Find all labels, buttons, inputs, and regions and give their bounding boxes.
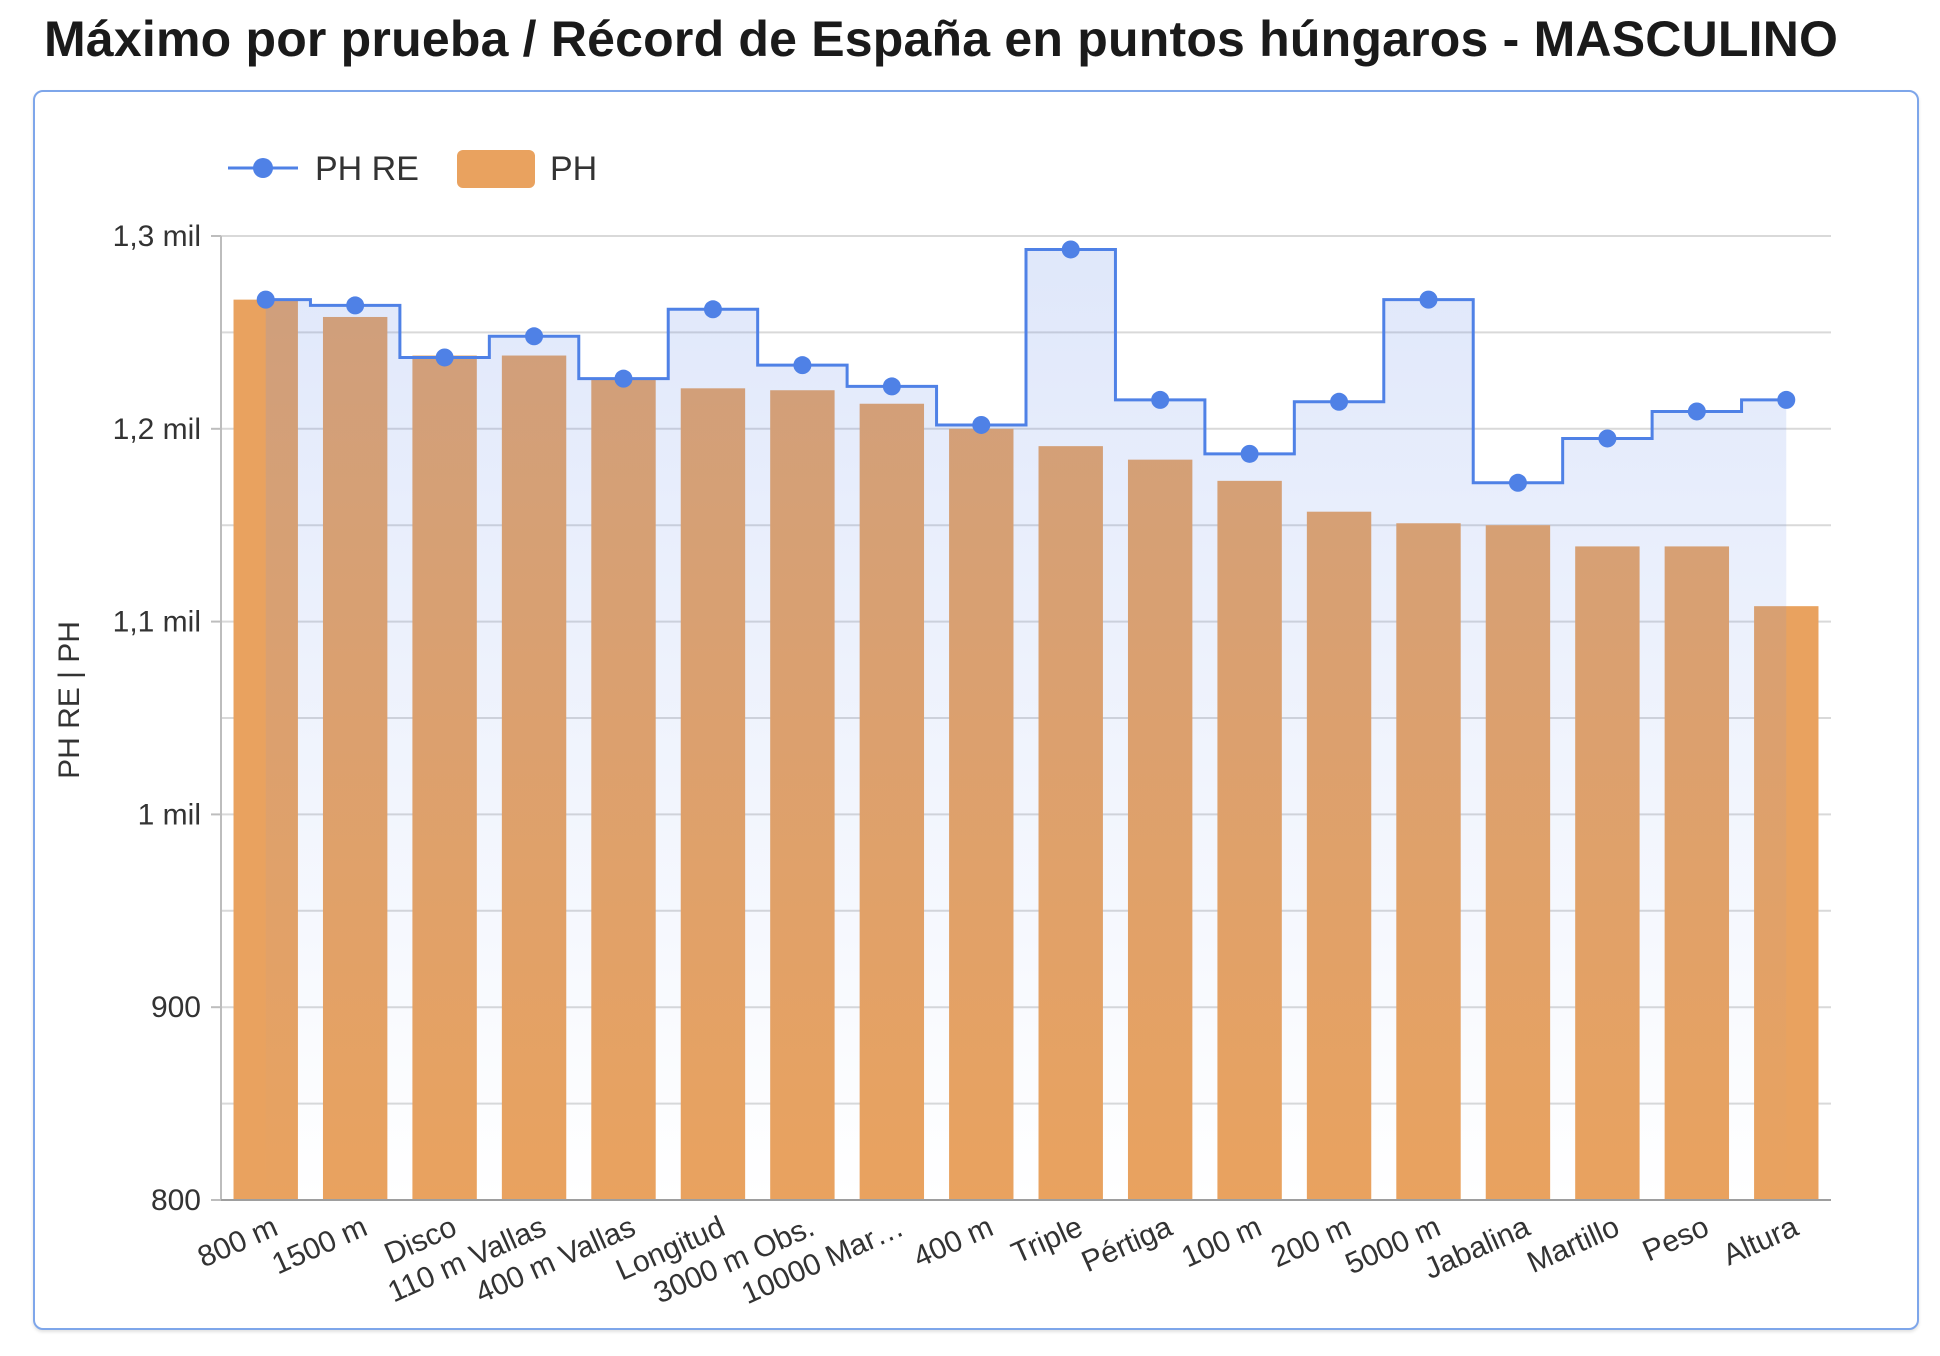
point-ph-re bbox=[1151, 390, 1170, 409]
point-ph-re bbox=[1330, 392, 1349, 411]
point-ph-re bbox=[1419, 290, 1438, 309]
line-ph-re bbox=[265, 247, 1787, 485]
legend-label-ph: PH bbox=[550, 150, 597, 188]
point-ph-re bbox=[525, 327, 544, 346]
legend-swatch-ph bbox=[457, 150, 535, 188]
x-tick-label: Altura bbox=[1718, 1210, 1803, 1272]
chart: 800 900 1 mil 1,1 mil 1,2 mil 1,3 mil 800 m150… bbox=[53, 150, 1831, 1311]
legend: PH RE PH bbox=[228, 150, 597, 188]
point-ph-re bbox=[256, 290, 275, 309]
x-tick-label: Martillo bbox=[1522, 1210, 1624, 1279]
point-ph-re bbox=[435, 348, 454, 367]
point-ph-re bbox=[1687, 402, 1706, 421]
y-tick-label: 1,2 mil bbox=[113, 413, 201, 446]
x-tick-label: 400 m bbox=[909, 1210, 999, 1274]
point-ph-re bbox=[1240, 444, 1259, 463]
y-tick-label: 1 mil bbox=[138, 798, 201, 831]
x-tick-label: 100 m bbox=[1177, 1210, 1267, 1274]
point-ph-re bbox=[793, 356, 812, 375]
area-series-ph-re bbox=[256, 240, 1796, 1201]
legend-marker-ph-re bbox=[253, 158, 273, 178]
point-ph-re bbox=[1061, 240, 1080, 259]
point-ph-re bbox=[614, 369, 633, 388]
point-ph-re bbox=[972, 415, 991, 434]
chart-card: 800 900 1 mil 1,1 mil 1,2 mil 1,3 mil 800 m 150… bbox=[33, 90, 1919, 1330]
y-tick-label: 800 bbox=[151, 1184, 201, 1217]
point-ph-re bbox=[882, 377, 901, 396]
y-tick-label: 1,1 mil bbox=[113, 606, 201, 639]
x-tick-label: Pértiga bbox=[1077, 1210, 1178, 1279]
point-ph-re bbox=[703, 300, 722, 319]
point-ph-re bbox=[346, 296, 365, 315]
area-fill-ph-re bbox=[265, 249, 1787, 1201]
x-tick-label: 800 m bbox=[193, 1210, 283, 1274]
page-title: Máximo por prueba / Récord de España en … bbox=[44, 11, 1839, 67]
point-ph-re bbox=[1777, 390, 1796, 409]
point-ph-re bbox=[1598, 429, 1617, 448]
x-tick-label: 200 m bbox=[1266, 1210, 1356, 1274]
y-tick-label: 1,3 mil bbox=[113, 220, 201, 253]
x-tick-label: Peso bbox=[1638, 1210, 1714, 1268]
x-tick-label: 1500 m bbox=[267, 1210, 372, 1281]
x-tick-label: Triple bbox=[1007, 1210, 1088, 1270]
point-ph-re bbox=[1508, 473, 1527, 492]
y-axis-title: PH RE | PH bbox=[53, 621, 86, 779]
legend-label-ph-re: PH RE bbox=[315, 150, 419, 188]
y-tick-label: 900 bbox=[151, 991, 201, 1024]
